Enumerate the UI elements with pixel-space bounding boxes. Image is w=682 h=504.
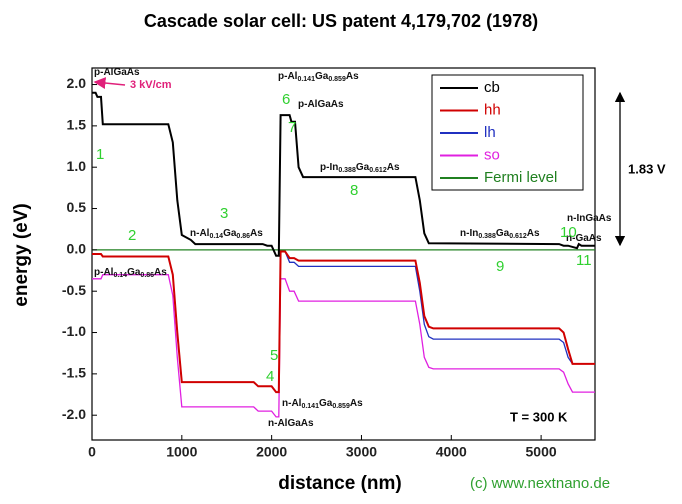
layer-label: p-AlGaAs <box>298 99 344 110</box>
layer-label: n-GaAs <box>566 233 602 244</box>
label-part: Ga <box>315 71 329 82</box>
layer-label: p-Al0.141Ga0.859As <box>278 71 359 83</box>
subscript: 0.859 <box>332 403 350 410</box>
plot-area <box>92 91 595 418</box>
label-part: n-In <box>460 228 478 239</box>
field-arrow <box>93 77 126 90</box>
x-tick-label: 1000 <box>166 444 197 460</box>
label-part: n-InGaAs <box>567 213 612 224</box>
y-tick-label: 1.0 <box>67 158 87 174</box>
x-tick-label: 0 <box>88 444 96 460</box>
x-tick-label: 2000 <box>256 444 287 460</box>
legend-label: cb <box>484 79 500 96</box>
layer-label: n-In0.388Ga0.612As <box>460 228 540 240</box>
layer-label: n-InGaAs <box>567 213 612 224</box>
y-tick-label: 0.5 <box>67 199 87 215</box>
label-part: n-Al <box>190 228 210 239</box>
copyright: (c) www.nextnano.de <box>470 475 610 492</box>
layer-number: 9 <box>496 258 504 275</box>
y-tick-label: 2.0 <box>67 75 87 91</box>
subscript: 0.388 <box>338 167 356 174</box>
label-part: n-AlGaAs <box>268 418 314 429</box>
layer-number: 6 <box>282 91 290 108</box>
layer-label: n-Al0.14Ga0.86As <box>190 228 263 240</box>
subscript: 0.141 <box>297 76 315 83</box>
layer-number: 3 <box>220 205 228 222</box>
layer-label: n-Al0.141Ga0.859As <box>282 398 363 410</box>
label-part: As <box>350 398 363 409</box>
label-part: n-Al <box>282 398 302 409</box>
layer-number: 7 <box>288 119 296 136</box>
y-tick-label: -1.0 <box>62 323 86 339</box>
layer-number: 10 <box>560 224 577 241</box>
label-part: p-In <box>320 162 338 173</box>
layer-number: 8 <box>350 182 358 199</box>
series-line <box>92 250 595 393</box>
voltage-annotation: 1.83 V <box>628 161 666 176</box>
subscript: 0.14 <box>209 233 223 240</box>
legend-label: lh <box>484 124 496 141</box>
y-tick-label: -1.5 <box>62 365 86 381</box>
label-part: As <box>387 162 400 173</box>
layer-label: p-Al0.14Ga0.86As <box>94 267 167 279</box>
label-part: p-AlGaAs <box>298 99 344 110</box>
subscript: 0.86 <box>140 272 154 279</box>
layer-label: p-AlGaAs <box>94 67 140 78</box>
layer-label: p-In0.388Ga0.612As <box>320 162 400 174</box>
x-tick-label: 4000 <box>436 444 467 460</box>
temperature-annotation: T = 300 K <box>510 409 568 424</box>
chart-title: Cascade solar cell: US patent 4,179,702 … <box>144 11 538 31</box>
label-part: As <box>346 71 359 82</box>
series-line <box>92 250 595 394</box>
y-tick-label: -2.0 <box>62 406 86 422</box>
label-part: Ga <box>127 267 141 278</box>
label-part: Ga <box>223 228 237 239</box>
label-part: As <box>527 228 540 239</box>
label-part: p-Al <box>94 267 114 278</box>
field-annotation: 3 kV/cm <box>130 79 172 91</box>
subscript: 0.612 <box>369 167 387 174</box>
label-part: Ga <box>496 228 510 239</box>
series-line <box>92 91 595 257</box>
label-part: Ga <box>356 162 370 173</box>
subscript: 0.612 <box>509 233 527 240</box>
subscript: 0.859 <box>328 76 346 83</box>
series-line <box>92 274 595 418</box>
layer-number: 2 <box>128 227 136 244</box>
x-tick-label: 5000 <box>526 444 557 460</box>
label-part: p-AlGaAs <box>94 67 140 78</box>
subscript: 0.141 <box>301 403 319 410</box>
legend-label: hh <box>484 101 501 118</box>
y-tick-label: -0.5 <box>62 282 86 298</box>
label-part: As <box>154 267 167 278</box>
layer-label: n-AlGaAs <box>268 418 314 429</box>
y-axis-label: energy (eV) <box>11 203 32 306</box>
x-axis-label: distance (nm) <box>278 473 402 494</box>
legend-label: so <box>484 146 500 163</box>
label-part: n-GaAs <box>566 233 602 244</box>
y-tick-label: 1.5 <box>67 117 87 133</box>
label-part: Ga <box>319 398 333 409</box>
x-tick-label: 3000 <box>346 444 377 460</box>
y-tick-label: 0.0 <box>67 241 87 257</box>
label-part: As <box>250 228 263 239</box>
layer-number: 4 <box>266 368 274 385</box>
legend-label: Fermi level <box>484 169 557 186</box>
subscript: 0.14 <box>113 272 127 279</box>
label-part: p-Al <box>278 71 298 82</box>
layer-number: 5 <box>270 347 278 364</box>
layer-number: 1 <box>96 146 104 163</box>
layer-number: 11 <box>576 252 592 269</box>
subscript: 0.388 <box>478 233 496 240</box>
subscript: 0.86 <box>236 233 250 240</box>
